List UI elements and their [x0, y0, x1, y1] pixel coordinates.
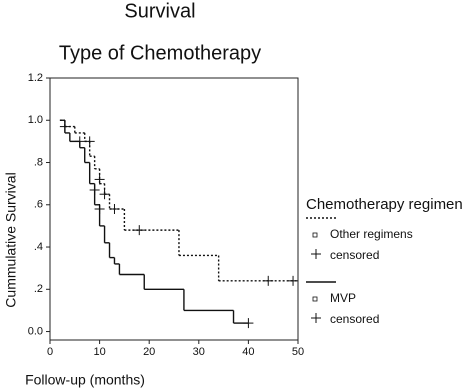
legend-label: Other regimens — [330, 227, 413, 241]
x-tick-label: 20 — [143, 346, 155, 358]
y-tick-label: .2 — [34, 283, 43, 295]
censor-mark — [109, 204, 120, 214]
legend-label: MVP — [330, 291, 356, 305]
x-tick-label: 10 — [93, 346, 105, 358]
censor-mark — [263, 275, 274, 286]
censor-mark — [311, 249, 321, 259]
censor-mark — [311, 313, 321, 323]
y-tick-label: .4 — [34, 241, 43, 253]
x-tick-label: 40 — [242, 346, 254, 358]
censor-mark — [74, 136, 85, 147]
legend-title: Chemotherapy regimen — [306, 196, 463, 213]
legend-label: censored — [330, 248, 379, 262]
censor-mark — [288, 275, 299, 286]
y-tick-label: 1.0 — [28, 114, 43, 126]
chart-title: Survival — [124, 0, 195, 22]
legend-label: censored — [330, 312, 379, 326]
y-axis-label: Cummulative Survival — [3, 172, 19, 307]
plot-frame — [49, 77, 299, 341]
y-tick-label: 0.0 — [28, 325, 43, 337]
censor-mark — [84, 136, 95, 147]
legend-marker — [312, 296, 318, 302]
censor-mark — [134, 225, 145, 236]
y-tick-label: 1.2 — [28, 72, 43, 84]
y-tick-label: .8 — [34, 156, 43, 168]
censor-mark — [89, 184, 100, 195]
x-tick-label: 0 — [47, 346, 53, 358]
x-tick-label: 30 — [193, 346, 205, 358]
legend-marker — [312, 232, 318, 238]
censor-mark — [94, 174, 105, 185]
x-axis-label: Follow-up (months) — [25, 372, 145, 388]
censor-mark — [94, 204, 105, 214]
censor-mark — [99, 189, 110, 200]
censor-mark — [59, 121, 70, 132]
censor-mark — [243, 318, 254, 329]
y-tick-label: .6 — [34, 199, 43, 211]
x-tick-label: 50 — [292, 346, 304, 358]
chart-subtitle: Type of Chemotherapy — [59, 42, 261, 64]
